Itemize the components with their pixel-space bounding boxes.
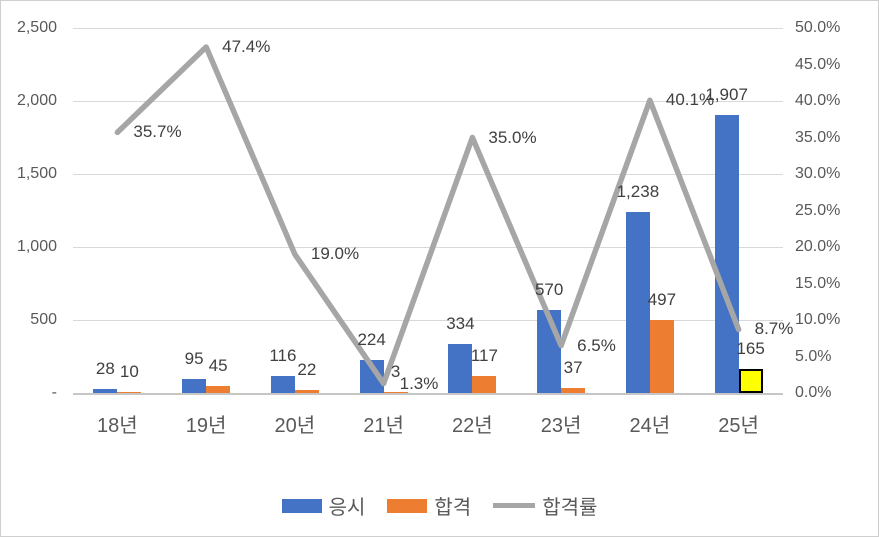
primary-axis-tick: 2,000 [16, 92, 57, 109]
gridline [73, 246, 783, 248]
bar-합격 [383, 391, 408, 393]
line-value-label: 35.0% [488, 127, 537, 147]
legend-bar-swatch-icon [387, 498, 428, 513]
bar-value-label: 497 [647, 290, 677, 310]
line-value-label: 19.0% [310, 244, 360, 264]
bar-응시 [448, 344, 473, 393]
primary-axis-tick: - [51, 384, 57, 401]
bar-응시 [625, 212, 650, 393]
legend-item-응시: 응시 [281, 491, 366, 520]
bar-응시 [270, 376, 295, 393]
gridline [73, 319, 783, 321]
line-value-label: 6.5% [577, 335, 616, 355]
bar-value-label: 570 [534, 279, 564, 299]
bar-value-label: 45 [208, 356, 228, 376]
bar-value-label: 1,907 [705, 84, 748, 104]
bar-합격 [561, 387, 586, 393]
bar-합격 [294, 389, 319, 393]
legend-bar-swatch-icon [281, 498, 322, 513]
x-axis-label: 24년 [629, 415, 671, 437]
primary-axis-tick: 500 [30, 311, 57, 328]
x-axis-label: 18년 [97, 415, 138, 437]
bar-응시 [537, 309, 562, 393]
legend-item-합격: 합격 [387, 491, 471, 520]
bar-합격 [117, 391, 142, 393]
primary-axis-tick: 1,500 [16, 165, 57, 182]
bar-value-label: 37 [563, 357, 583, 377]
secondary-axis-tick: 25.0% [795, 201, 841, 219]
bar-합격 [649, 320, 674, 393]
secondary-axis-tick: 45.0% [795, 55, 841, 73]
line-value-label: 40.1% [665, 90, 715, 110]
x-axis-label: 21년 [363, 415, 404, 437]
secondary-axis-tick: 5.0% [795, 347, 832, 365]
secondary-axis-tick: 50.0% [795, 19, 841, 36]
bar-value-label: 1,238 [616, 182, 660, 202]
chart-legend: 응시 합격 합격률 [1, 491, 878, 520]
secondary-axis-tick: 35.0% [795, 128, 841, 146]
x-axis-label: 20년 [274, 415, 316, 437]
bar-value-label: 165 [736, 338, 765, 358]
x-axis-label: 25년 [718, 415, 759, 437]
bar-value-label: 28 [95, 358, 115, 378]
bar-응시 [182, 379, 207, 393]
gridline [73, 173, 783, 175]
primary-axis-tick: 1,000 [16, 238, 57, 255]
primary-axis-tick: 2,500 [16, 19, 57, 36]
bar-응시 [714, 114, 739, 393]
line-value-label: 47.4% [222, 36, 271, 56]
line-value-label: 1.3% [399, 373, 439, 393]
x-axis-label: 23년 [540, 415, 582, 437]
legend-item-합격률: 합격률 [493, 491, 597, 520]
bar-합격-highlighted [738, 368, 763, 393]
bar-value-label: 22 [297, 359, 317, 379]
bar-응시 [359, 360, 384, 393]
legend-label: 응시 [328, 497, 366, 519]
x-axis-label: 22년 [452, 415, 493, 437]
x-axis-baseline [73, 393, 783, 395]
legend-label: 합격 [434, 497, 472, 519]
bar-value-label: 224 [357, 330, 386, 350]
bar-value-label: 334 [446, 314, 475, 334]
bar-합격 [472, 375, 497, 393]
bar-응시 [93, 388, 118, 393]
bar-value-label: 3 [390, 361, 401, 381]
secondary-axis-tick: 30.0% [795, 165, 841, 182]
x-axis-label: 19년 [185, 415, 227, 437]
bar-value-label: 10 [119, 361, 139, 381]
legend-label: 합격률 [542, 497, 598, 519]
line-value-label: 8.7% [754, 319, 794, 339]
secondary-axis-tick: 20.0% [795, 238, 841, 255]
bar-value-label: 117 [470, 345, 498, 365]
bar-value-label: 116 [269, 346, 297, 366]
secondary-axis-tick: 10.0% [795, 311, 841, 328]
secondary-axis-tick: 0.0% [795, 384, 832, 401]
bar-합격 [206, 386, 231, 393]
line-value-label: 35.7% [133, 122, 182, 142]
bar-value-label: 95 [184, 349, 204, 369]
gridline [73, 27, 783, 29]
secondary-axis-tick: 40.0% [795, 92, 841, 109]
legend-line-swatch-icon [493, 503, 536, 508]
secondary-axis-tick: 15.0% [795, 274, 841, 292]
